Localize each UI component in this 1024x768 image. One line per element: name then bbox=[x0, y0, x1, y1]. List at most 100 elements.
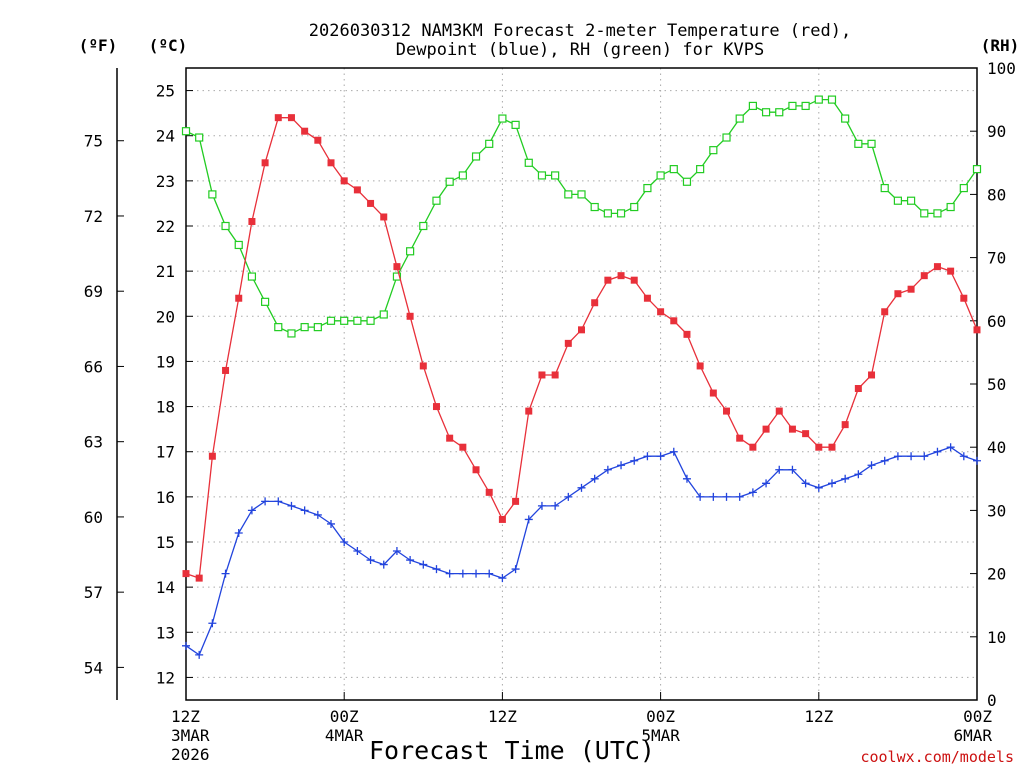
dewpoint-point bbox=[880, 456, 889, 465]
celsius-unit-label: (ºC) bbox=[149, 36, 188, 55]
rh-point bbox=[696, 165, 705, 174]
year-tick-label: 2026 bbox=[171, 745, 210, 764]
temperature-point bbox=[775, 407, 783, 415]
dewpoint-point bbox=[340, 538, 349, 546]
temperature-point bbox=[380, 213, 388, 221]
rh-tick-label: 30 bbox=[987, 501, 1006, 520]
dewpoint-line bbox=[185, 446, 978, 656]
temperature-point bbox=[709, 389, 717, 397]
temperature-point bbox=[340, 177, 348, 185]
rh-point bbox=[485, 139, 494, 148]
temperature-point bbox=[841, 421, 849, 429]
temperature-point bbox=[406, 312, 414, 320]
fahrenheit-tick-label: 69 bbox=[84, 282, 103, 301]
celsius-axis: 12 13 14 15 16 17 18 19 20 21 22 23 24 25 bbox=[156, 82, 193, 687]
dewpoint-point bbox=[709, 492, 718, 501]
rh-tick-label: 80 bbox=[987, 185, 1006, 204]
rh-point bbox=[946, 202, 955, 212]
temperature-point bbox=[314, 136, 322, 144]
temperature-point bbox=[564, 339, 572, 347]
rh-point bbox=[234, 240, 243, 250]
dewpoint-point bbox=[656, 452, 665, 461]
temperature-point bbox=[802, 430, 810, 438]
rh-point bbox=[906, 196, 916, 205]
temperature-series bbox=[182, 114, 981, 582]
temperature-point bbox=[498, 515, 506, 523]
rh-series bbox=[181, 95, 982, 338]
rh-point bbox=[274, 323, 283, 332]
dewpoint-point bbox=[841, 474, 850, 483]
dewpoint-point bbox=[946, 443, 955, 452]
rh-point bbox=[643, 183, 652, 193]
rh-point bbox=[445, 177, 454, 186]
rh-point bbox=[841, 114, 850, 123]
dewpoint-point bbox=[182, 641, 190, 650]
dewpoint-point bbox=[221, 569, 230, 578]
celsius-tick-label: 16 bbox=[156, 488, 175, 507]
rh-point bbox=[827, 95, 837, 104]
rh-point bbox=[775, 108, 784, 117]
grid-lines bbox=[186, 68, 977, 700]
temperature-point bbox=[617, 272, 625, 280]
dewpoint-point bbox=[511, 565, 520, 574]
dewpoint-point bbox=[682, 474, 691, 483]
temperature-point bbox=[432, 403, 440, 411]
rh-tick-label: 90 bbox=[987, 122, 1006, 141]
temperature-point bbox=[208, 452, 216, 460]
dewpoint-point bbox=[748, 488, 757, 497]
dewpoint-point bbox=[458, 569, 467, 578]
rh-point bbox=[788, 101, 797, 111]
rh-point bbox=[656, 171, 665, 180]
dewpoint-point bbox=[472, 569, 481, 578]
rh-point bbox=[419, 221, 428, 231]
plot-frame bbox=[185, 67, 978, 701]
date-tick-label: 6MAR bbox=[953, 726, 992, 745]
rh-point bbox=[709, 146, 718, 155]
dewpoint-point bbox=[432, 565, 441, 574]
temperature-point bbox=[472, 466, 480, 474]
dewpoint-point bbox=[696, 492, 705, 501]
dewpoint-point bbox=[801, 479, 810, 488]
rh-point bbox=[669, 165, 678, 174]
temperature-point bbox=[736, 434, 744, 442]
fahrenheit-tick-label: 63 bbox=[84, 433, 103, 452]
temperature-point bbox=[327, 159, 335, 167]
fahrenheit-tick-label: 72 bbox=[84, 207, 103, 226]
fahrenheit-axis: 54 57 60 63 66 69 72 75 bbox=[84, 132, 124, 677]
date-tick-label: 3MAR bbox=[171, 726, 210, 745]
temperature-point bbox=[920, 272, 928, 280]
dewpoint-point bbox=[485, 569, 494, 578]
x-axis-title: Forecast Time (UTC) bbox=[369, 736, 655, 765]
celsius-tick-label: 21 bbox=[156, 262, 175, 281]
temperature-point bbox=[881, 308, 889, 316]
dewpoint-point bbox=[867, 461, 876, 470]
temperature-point bbox=[182, 570, 190, 578]
rh-point bbox=[761, 108, 771, 117]
rh-point bbox=[880, 183, 889, 193]
celsius-tick-label: 15 bbox=[156, 533, 175, 552]
rh-point bbox=[867, 139, 876, 148]
celsius-tick-label: 24 bbox=[156, 127, 175, 146]
temperature-point bbox=[195, 574, 203, 582]
rh-point bbox=[313, 323, 322, 332]
rh-point bbox=[682, 177, 692, 186]
temperature-point bbox=[696, 362, 704, 370]
celsius-tick-label: 23 bbox=[156, 172, 175, 191]
celsius-tick-label: 13 bbox=[156, 623, 175, 642]
fahrenheit-tick-label: 54 bbox=[84, 658, 103, 677]
dewpoint-point bbox=[327, 519, 336, 528]
temperature-point bbox=[973, 326, 981, 334]
rh-point bbox=[247, 272, 257, 281]
temperature-point bbox=[591, 299, 599, 307]
dewpoint-point bbox=[762, 479, 771, 488]
temperature-point bbox=[512, 497, 520, 505]
rh-point bbox=[920, 209, 929, 218]
rh-point bbox=[379, 310, 388, 319]
temperature-point bbox=[578, 326, 585, 334]
dewpoint-point bbox=[617, 461, 626, 470]
rh-point bbox=[603, 209, 612, 218]
temperature-point bbox=[828, 443, 836, 451]
rh-tick-label: 40 bbox=[987, 438, 1006, 457]
temperature-point bbox=[643, 294, 651, 302]
